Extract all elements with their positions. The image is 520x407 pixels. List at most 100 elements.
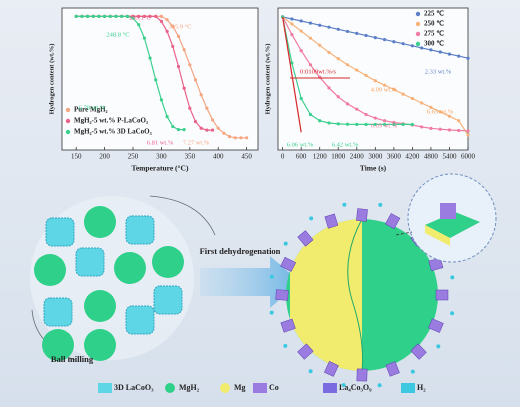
point: [420, 46, 424, 50]
lacoo3-particle: [125, 215, 155, 245]
h2-molecule: [269, 274, 274, 279]
legend-label: Co: [269, 383, 279, 392]
point: [457, 119, 461, 123]
h2-molecule: [283, 241, 288, 246]
legend-marker: [253, 383, 267, 393]
legend-marker: [220, 383, 230, 393]
chart: 0 600 1200 1800 2400 3000 3600 4200 4800 5400 6000…: [264, 7, 476, 173]
zoom-mg: [425, 225, 450, 246]
interface: [347, 218, 364, 372]
point: [137, 14, 141, 18]
mgh2-particle: [152, 246, 184, 278]
h2-molecule: [283, 343, 288, 348]
point: [159, 98, 164, 102]
point: [429, 48, 433, 52]
annotation: 6.81 wt.%: [147, 139, 174, 146]
point: [205, 128, 209, 132]
co-particle: [385, 361, 400, 377]
x-tick-label: 3000: [368, 153, 383, 161]
point: [373, 122, 377, 127]
x-tick-label: 3600: [387, 153, 402, 161]
point: [120, 14, 124, 18]
point: [364, 73, 368, 78]
point: [438, 50, 442, 54]
legend-label: 275 ℃: [424, 30, 444, 38]
annotation: 6.65 wt.%: [427, 108, 454, 115]
point: [345, 29, 350, 34]
point: [401, 92, 405, 96]
legend-label: 300 ℃: [424, 40, 444, 48]
plot-area: [61, 7, 259, 151]
co-particle: [297, 230, 314, 247]
co-particle: [280, 318, 296, 333]
point: [355, 107, 359, 111]
x-tick-label: 200: [99, 153, 110, 161]
point: [159, 19, 164, 23]
point: [114, 14, 118, 18]
point: [410, 44, 414, 48]
point: [188, 63, 192, 67]
point: [193, 120, 198, 124]
point: [364, 122, 368, 127]
mgh2-particle: [84, 290, 116, 322]
mgh2-particle: [84, 329, 116, 361]
lacoo3-particle: [45, 217, 75, 247]
point: [171, 125, 175, 129]
h2-molecule: [377, 383, 382, 388]
point: [401, 42, 405, 46]
point: [355, 31, 359, 35]
point: [182, 86, 186, 90]
point: [327, 121, 331, 125]
point: [165, 29, 169, 33]
point: [429, 126, 433, 130]
point: [148, 14, 152, 18]
legend-marker: [401, 383, 415, 393]
annotation: 7.27 wt.%: [183, 139, 210, 146]
x-tick-label: 250: [128, 153, 139, 161]
co-particle: [428, 318, 444, 333]
point: [466, 133, 470, 137]
point: [176, 64, 181, 69]
h2-molecule: [308, 369, 313, 374]
point: [182, 128, 186, 132]
annotation: 295.1°C: [129, 14, 151, 21]
legend-label: H₂: [417, 383, 426, 392]
y-axis-title: Hydrogen content (wt.%): [264, 44, 271, 115]
co-particle: [275, 289, 289, 301]
x-tick-label: 600: [296, 153, 307, 161]
point: [447, 128, 452, 132]
point: [165, 18, 169, 22]
schematic-legend: 3D LaCoO₃ MgH₂ Mg Co La₄Co₃O₉ H₂: [98, 383, 426, 393]
annotation: 6.06 wt.%: [287, 141, 314, 148]
point: [438, 127, 442, 131]
point: [159, 14, 164, 18]
point: [318, 43, 322, 47]
point: [355, 122, 359, 127]
point: [447, 114, 452, 118]
point: [382, 122, 387, 127]
point: [108, 14, 112, 18]
point: [382, 83, 387, 87]
h2-molecule: [450, 311, 455, 316]
mgh2-particle: [114, 252, 146, 284]
x-tick-label: 4200: [405, 153, 420, 161]
x-axis-title: Temperature (°C): [132, 164, 189, 173]
point: [290, 33, 294, 37]
point: [336, 27, 340, 31]
x-tick-label: 400: [213, 153, 224, 161]
point: [299, 49, 303, 53]
co-particle: [356, 368, 368, 382]
point: [199, 93, 203, 97]
h2-molecule: [378, 202, 383, 207]
legend-label: MgH₂-5 wt.% 3D LaCoO₃: [74, 128, 152, 136]
point: [103, 14, 107, 18]
co-particle: [356, 208, 368, 222]
x-tick-label: 450: [241, 153, 252, 161]
h2-molecule: [341, 383, 346, 388]
point: [345, 102, 350, 106]
point: [420, 101, 424, 105]
legend-marker: [415, 21, 421, 27]
legend-label: MgH₂: [179, 383, 200, 392]
point: [410, 122, 414, 127]
